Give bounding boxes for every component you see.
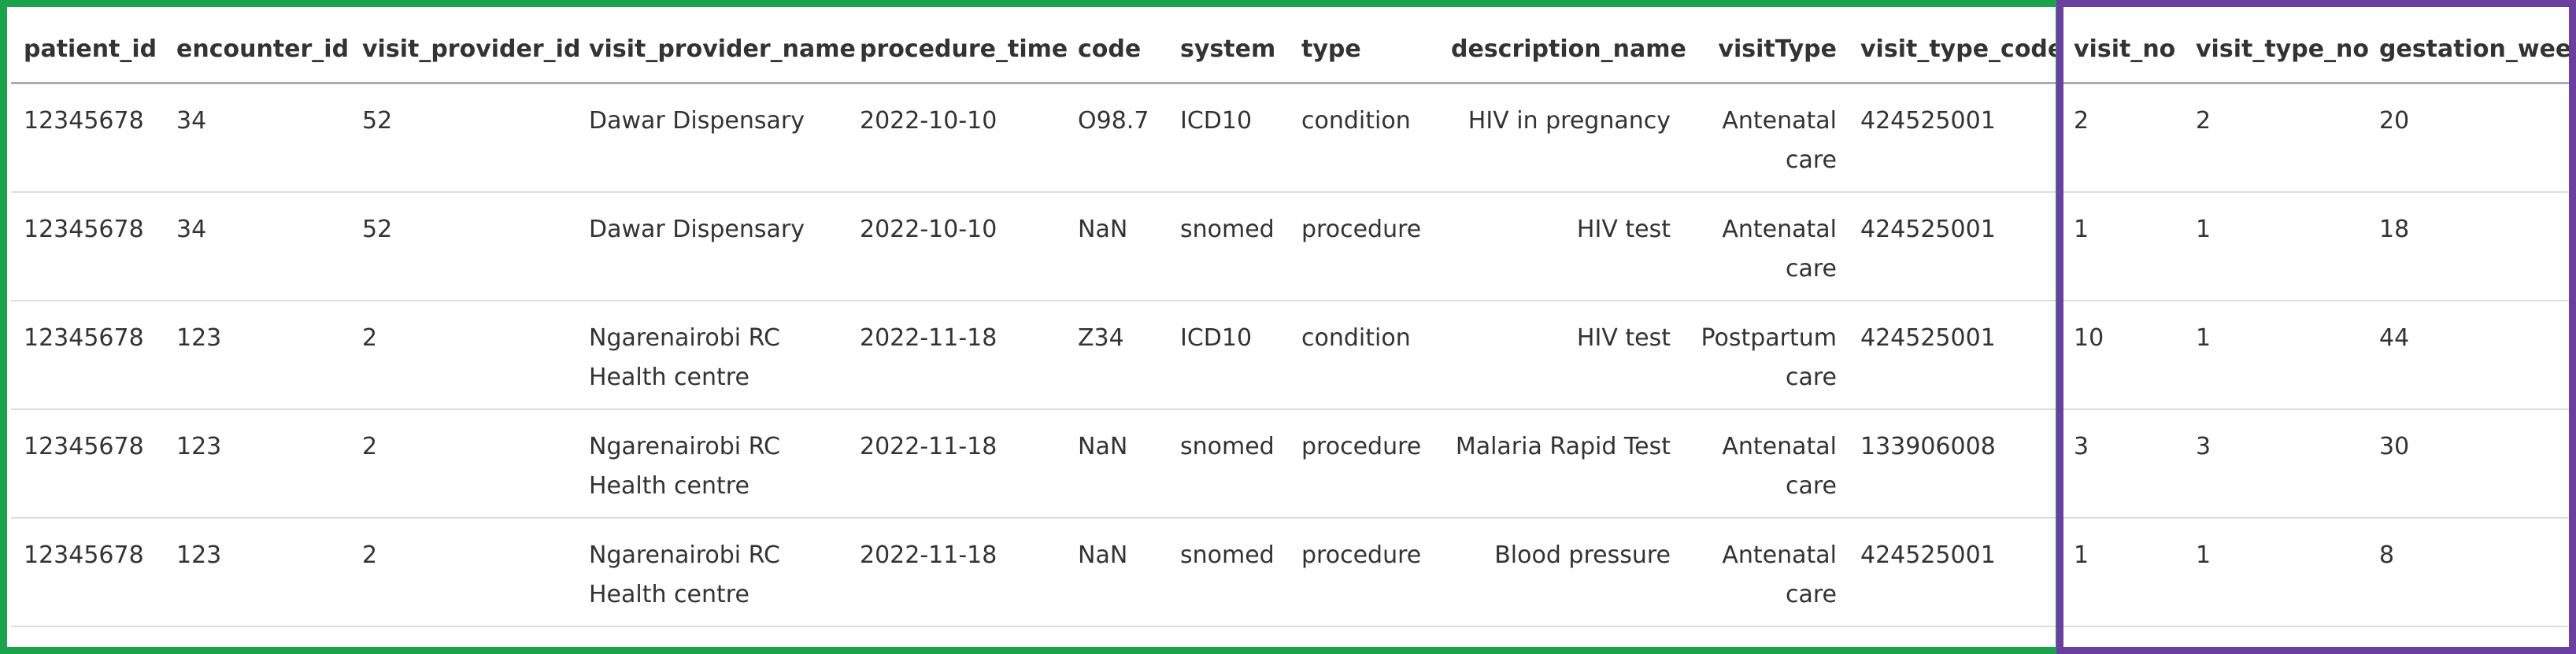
table-cell: O98.7 bbox=[1065, 83, 1168, 193]
table-cell: 1 bbox=[2183, 192, 2367, 301]
table-cell: 1 bbox=[2061, 192, 2183, 301]
table-cell: 133906008 bbox=[1848, 409, 2061, 519]
table-cell: Dawar Dispensary bbox=[576, 192, 847, 301]
table-cell: 12345678 bbox=[11, 518, 164, 627]
table-cell: 34 bbox=[164, 83, 350, 193]
table-row: 12345678 34 52 Dawar Dispensary 2022-10-10 O9… bbox=[11, 83, 2576, 193]
table-cell: 2 bbox=[350, 301, 576, 410]
table-cell: procedure bbox=[1289, 409, 1438, 519]
table-row: 12345678 123 2 Ngarenairobi RC Health centr… bbox=[11, 301, 2576, 410]
column-header: patient_id bbox=[11, 11, 164, 84]
table-cell: 8 bbox=[2367, 518, 2576, 627]
table-cell: condition bbox=[1289, 301, 1438, 410]
table-cell: snomed bbox=[1168, 409, 1289, 519]
table-header: patient_id encounter_id visit_provider_id v… bbox=[11, 11, 2576, 84]
table-cell: ICD10 bbox=[1168, 83, 1289, 193]
table-cell: Antenatal care bbox=[1682, 518, 1848, 627]
table-cell: snomed bbox=[1168, 192, 1289, 301]
table-cell: procedure bbox=[1289, 192, 1438, 301]
table-cell: Antenatal care bbox=[1682, 83, 1848, 193]
table-cell: 18 bbox=[2367, 192, 2576, 301]
table-cell: Ngarenairobi RC Health centre bbox=[576, 301, 847, 410]
table-cell: 123 bbox=[164, 409, 350, 519]
table-cell: Postpartum care bbox=[1682, 301, 1848, 410]
column-header: type bbox=[1289, 11, 1438, 84]
table-cell: 12345678 bbox=[11, 83, 164, 193]
table-cell: 30 bbox=[2367, 409, 2576, 519]
table-cell: Antenatal care bbox=[1682, 192, 1848, 301]
column-header: procedure_time bbox=[847, 11, 1068, 84]
table-cell: procedure bbox=[1289, 518, 1438, 627]
table-row: 12345678 123 2 Ngarenairobi RC Health centr… bbox=[11, 409, 2576, 519]
table-cell: Z34 bbox=[1065, 301, 1168, 410]
table-cell: NaN bbox=[1065, 409, 1168, 519]
table-cell: 3 bbox=[2061, 409, 2183, 519]
column-header: code bbox=[1065, 11, 1168, 84]
table-row: 12345678 123 2 Ngarenairobi RC Health centr… bbox=[11, 518, 2576, 627]
table-cell: 2022-11-18 bbox=[847, 518, 1065, 627]
table-cell: 44 bbox=[2367, 301, 2576, 410]
table-cell: HIV test bbox=[1438, 192, 1682, 301]
table-cell: 2 bbox=[350, 409, 576, 519]
column-header: gestation_week bbox=[2367, 11, 2576, 84]
table-cell: HIV test bbox=[1438, 301, 1682, 410]
table-row: 12345678 34 52 Dawar Dispensary 2022-10-10 Na… bbox=[11, 192, 2576, 301]
table-cell: 2 bbox=[2061, 83, 2183, 193]
table-cell: Antenatal care bbox=[1682, 409, 1848, 519]
table-cell: 52 bbox=[350, 83, 576, 193]
table-cell: 1 bbox=[2183, 301, 2367, 410]
table-cell: HIV in pregnancy bbox=[1438, 83, 1682, 193]
table-cell: 424525001 bbox=[1848, 301, 2061, 410]
table-cell: 12345678 bbox=[11, 409, 164, 519]
table-cell: 3 bbox=[2183, 409, 2367, 519]
column-header: system bbox=[1168, 11, 1289, 84]
table-cell: 2022-11-18 bbox=[847, 301, 1065, 410]
table-cell: NaN bbox=[1065, 192, 1168, 301]
column-header: visitType bbox=[1682, 11, 1848, 84]
table-cell: Dawar Dispensary bbox=[576, 83, 847, 193]
table-cell: Ngarenairobi RC Health centre bbox=[576, 409, 847, 519]
table-cell: 34 bbox=[164, 192, 350, 301]
column-header: encounter_id bbox=[164, 11, 350, 84]
table-cell: 12345678 bbox=[11, 301, 164, 410]
table-cell: Blood pressure bbox=[1438, 518, 1682, 627]
table-cell: 2 bbox=[350, 518, 576, 627]
column-header: visit_provider_id bbox=[350, 11, 580, 84]
header-row: patient_id encounter_id visit_provider_id v… bbox=[11, 11, 2576, 84]
table-cell: 2022-11-18 bbox=[847, 409, 1065, 519]
table-cell: 12345678 bbox=[11, 192, 164, 301]
table-cell: 123 bbox=[164, 301, 350, 410]
column-header: visit_provider_name bbox=[576, 11, 856, 84]
table-cell: 2022-10-10 bbox=[847, 83, 1065, 193]
column-header: visit_no bbox=[2061, 11, 2183, 84]
table-cell: ICD10 bbox=[1168, 301, 1289, 410]
table-cell: Ngarenairobi RC Health centre bbox=[576, 518, 847, 627]
table-cell: 2 bbox=[2183, 83, 2367, 193]
table-cell: NaN bbox=[1065, 518, 1168, 627]
table-cell: 424525001 bbox=[1848, 83, 2061, 193]
table-cell: 10 bbox=[2061, 301, 2183, 410]
table-body: 12345678 34 52 Dawar Dispensary 2022-10-10 O9… bbox=[11, 83, 2576, 627]
table-cell: 2022-10-10 bbox=[847, 192, 1065, 301]
table-cell: 1 bbox=[2183, 518, 2367, 627]
table-cell: 123 bbox=[164, 518, 350, 627]
table-cell: 52 bbox=[350, 192, 576, 301]
table-cell: condition bbox=[1289, 83, 1438, 193]
data-table: patient_id encounter_id visit_provider_id v… bbox=[11, 11, 2576, 627]
table-cell: Malaria Rapid Test bbox=[1438, 409, 1682, 519]
table-cell: 20 bbox=[2367, 83, 2576, 193]
column-header: visit_type_no bbox=[2183, 11, 2369, 84]
table-cell: 424525001 bbox=[1848, 518, 2061, 627]
column-header: description_name bbox=[1438, 11, 1686, 84]
column-header: visit_type_code bbox=[1848, 11, 2063, 84]
table-cell: 424525001 bbox=[1848, 192, 2061, 301]
table-cell: 1 bbox=[2061, 518, 2183, 627]
table-cell: snomed bbox=[1168, 518, 1289, 627]
